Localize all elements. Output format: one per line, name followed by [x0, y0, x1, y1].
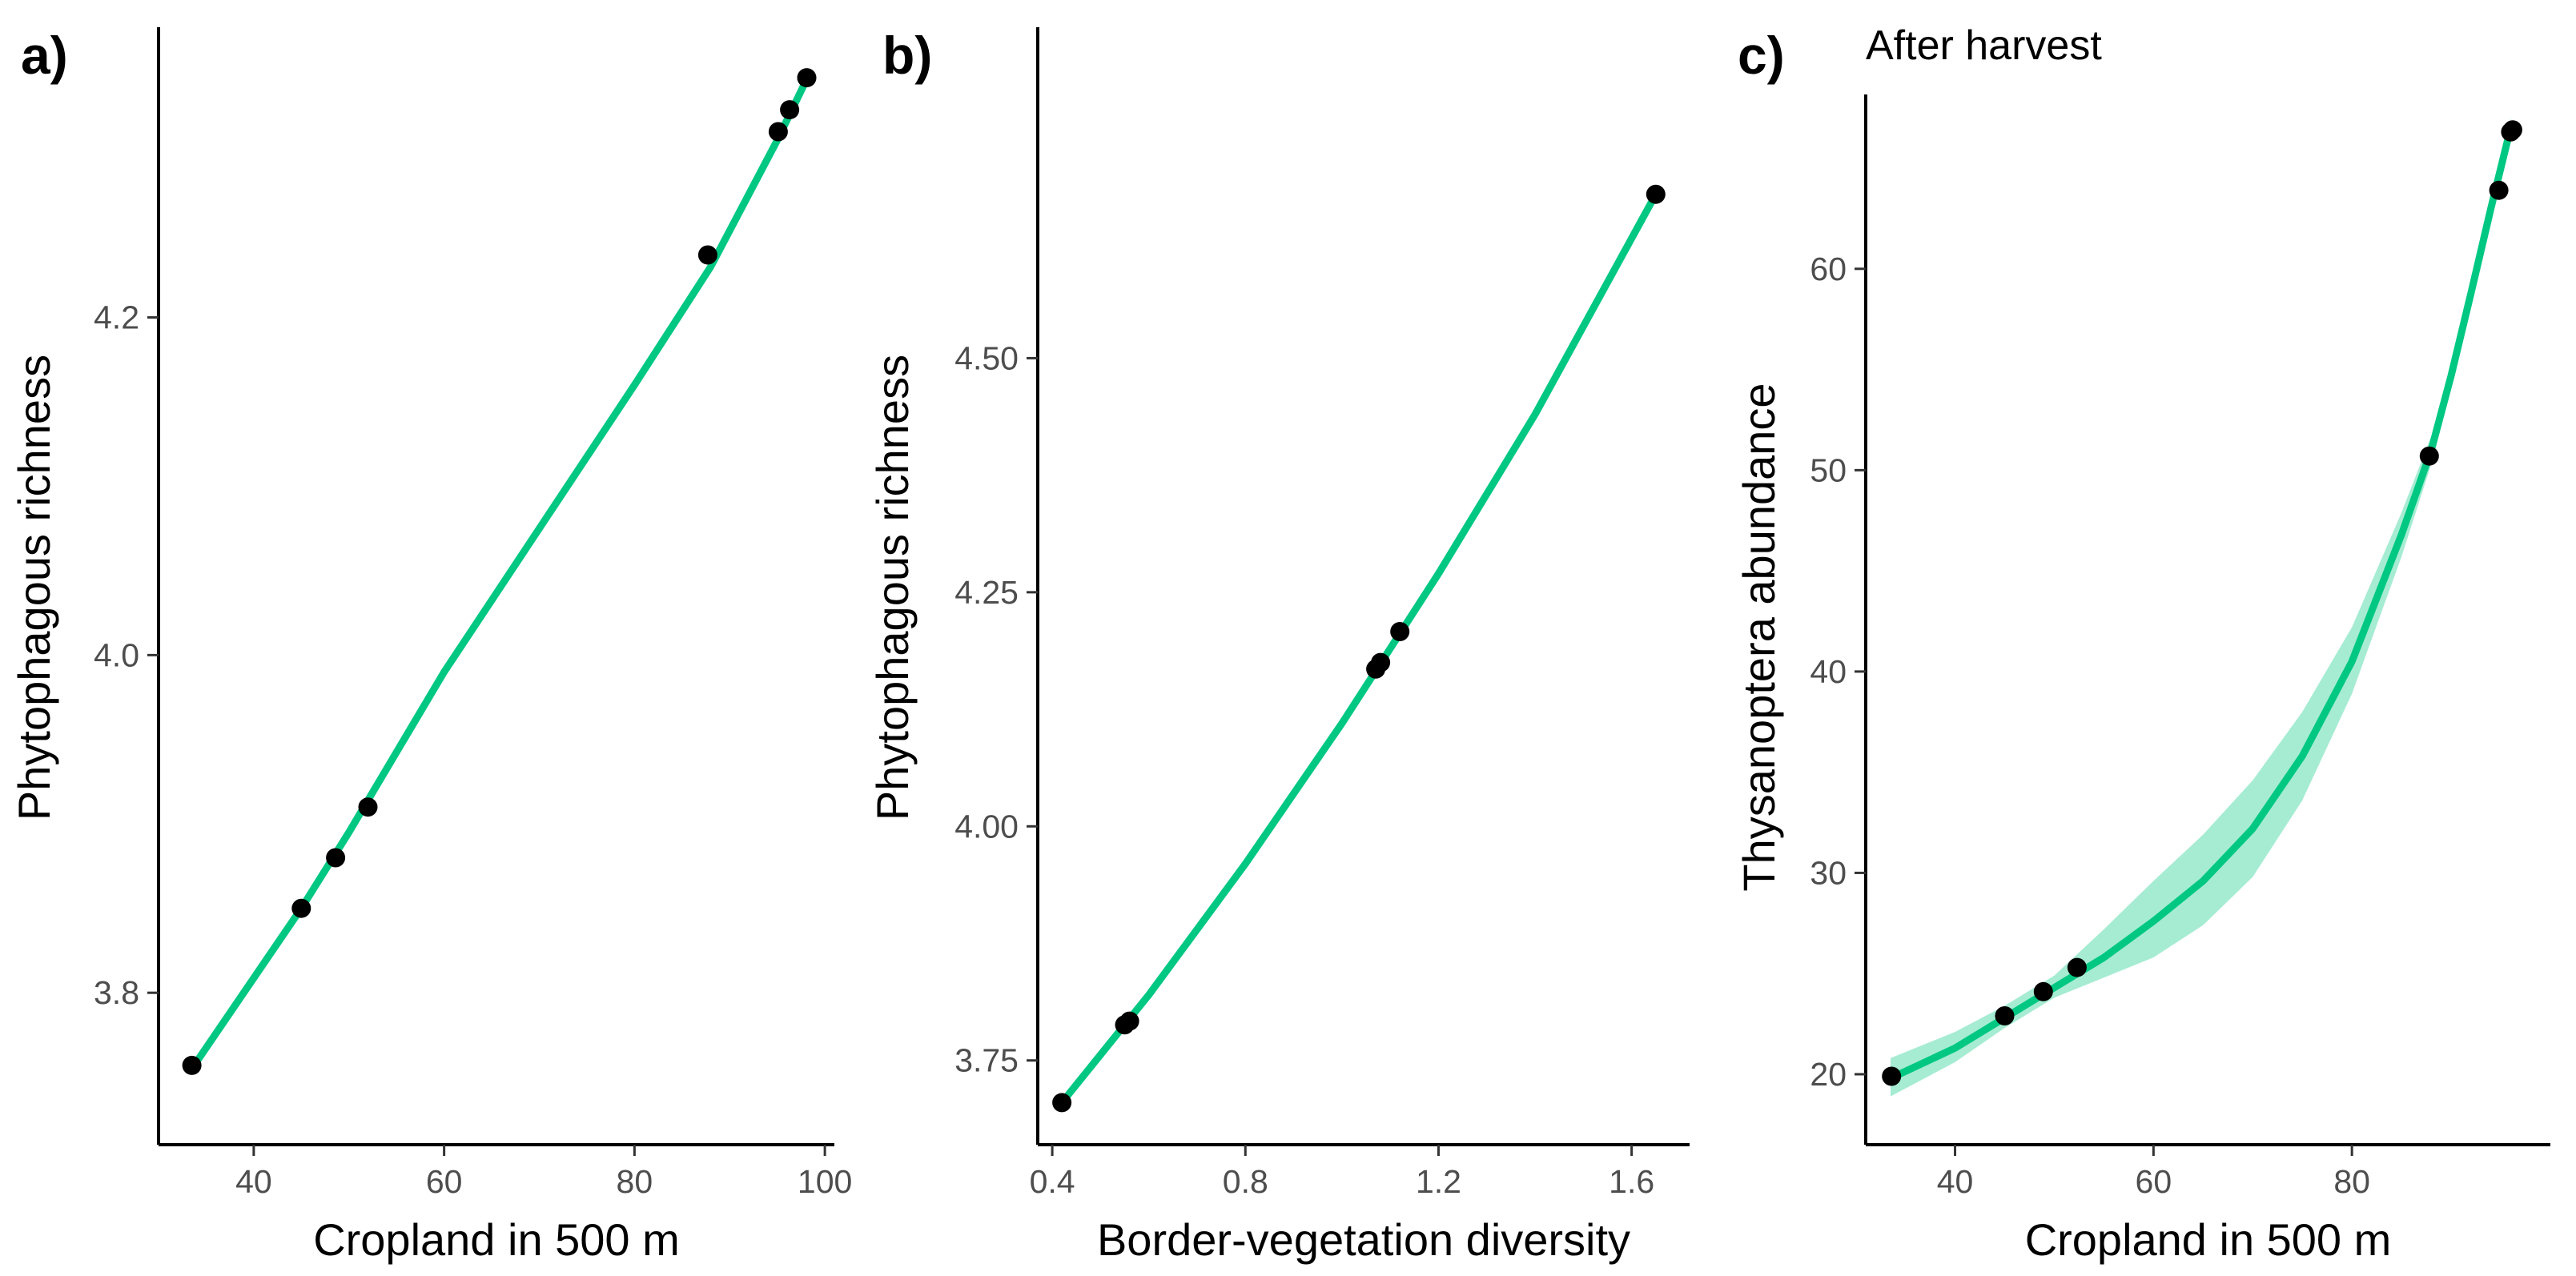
x-tick-label: 60: [2136, 1163, 2172, 1200]
y-tick-label: 4.00: [954, 808, 1019, 845]
y-tick-label: 3.8: [94, 974, 139, 1011]
data-point: [2489, 180, 2509, 200]
x-axis-title: Cropland in 500 m: [313, 1214, 680, 1265]
data-point: [1995, 1006, 2015, 1025]
data-point: [1646, 184, 1666, 204]
data-point: [768, 122, 788, 142]
data-point: [291, 898, 311, 918]
x-tick-label: 0.4: [1030, 1163, 1075, 1200]
y-tick-label: 20: [1810, 1056, 1847, 1093]
panel-title: After harvest: [1866, 22, 2102, 69]
data-point: [358, 797, 378, 817]
data-point: [797, 68, 817, 88]
x-axis-title: Cropland in 500 m: [2025, 1214, 2392, 1265]
y-axis-title: Phytophagous richness: [867, 355, 918, 821]
y-tick-label: 4.50: [954, 339, 1019, 376]
chart-panel-c: c) After harvest 40 60 80 20 30 40 50 60 Cropland …: [1734, 22, 2550, 1265]
y-tick-label: 3.75: [954, 1042, 1019, 1079]
data-point: [780, 100, 800, 120]
fitted-line: [188, 77, 810, 1073]
data-point: [2033, 981, 2053, 1001]
data-point: [1882, 1066, 1902, 1086]
panel-label: c): [1738, 26, 1785, 85]
x-axis-title: Border-vegetation diversity: [1097, 1214, 1630, 1265]
x-tick-label: 40: [1937, 1163, 1974, 1200]
fitted-line: [1887, 124, 2514, 1082]
x-tick-label: 60: [426, 1163, 463, 1200]
x-tick-label: 80: [617, 1163, 653, 1200]
x-tick-label: 100: [798, 1163, 852, 1200]
data-point: [2067, 957, 2087, 977]
x-tick-label: 0.8: [1223, 1163, 1268, 1200]
data-point: [182, 1055, 202, 1075]
chart-panel-a: a) 40 60 80 100 3.8 4.0 4.2 Cropland in 500 m Phy…: [9, 26, 852, 1265]
x-tick-label: 80: [2333, 1163, 2370, 1200]
x-tick-label: 40: [235, 1163, 272, 1200]
y-axis-title: Thysanoptera abundance: [1734, 383, 1784, 891]
y-axis-title: Phytophagous richness: [9, 355, 59, 821]
data-point: [697, 245, 717, 265]
confidence-band: [1891, 118, 2511, 1097]
y-tick-label: 4.25: [954, 574, 1019, 611]
y-tick-label: 40: [1810, 653, 1847, 690]
x-tick-label: 1.6: [1609, 1163, 1654, 1200]
y-tick-label: 50: [1810, 451, 1847, 488]
data-point: [326, 848, 346, 868]
data-point: [2502, 120, 2522, 140]
data-point: [2419, 446, 2439, 466]
x-tick-label: 1.2: [1416, 1163, 1461, 1200]
data-point: [1371, 652, 1391, 672]
panel-label: a): [21, 26, 68, 85]
y-tick-label: 4.0: [94, 636, 139, 673]
data-point: [1119, 1011, 1139, 1031]
y-tick-label: 4.2: [94, 299, 139, 336]
panel-label: b): [882, 26, 932, 85]
data-point: [1052, 1093, 1072, 1113]
fitted-line: [1058, 191, 1660, 1106]
chart-panel-b: b) 0.4 0.8 1.2 1.6 3.75 4.00 4.25 4.50 Border-veg…: [867, 26, 1690, 1265]
y-tick-label: 30: [1810, 854, 1847, 891]
data-point: [1390, 622, 1410, 641]
y-tick-label: 60: [1810, 251, 1847, 287]
